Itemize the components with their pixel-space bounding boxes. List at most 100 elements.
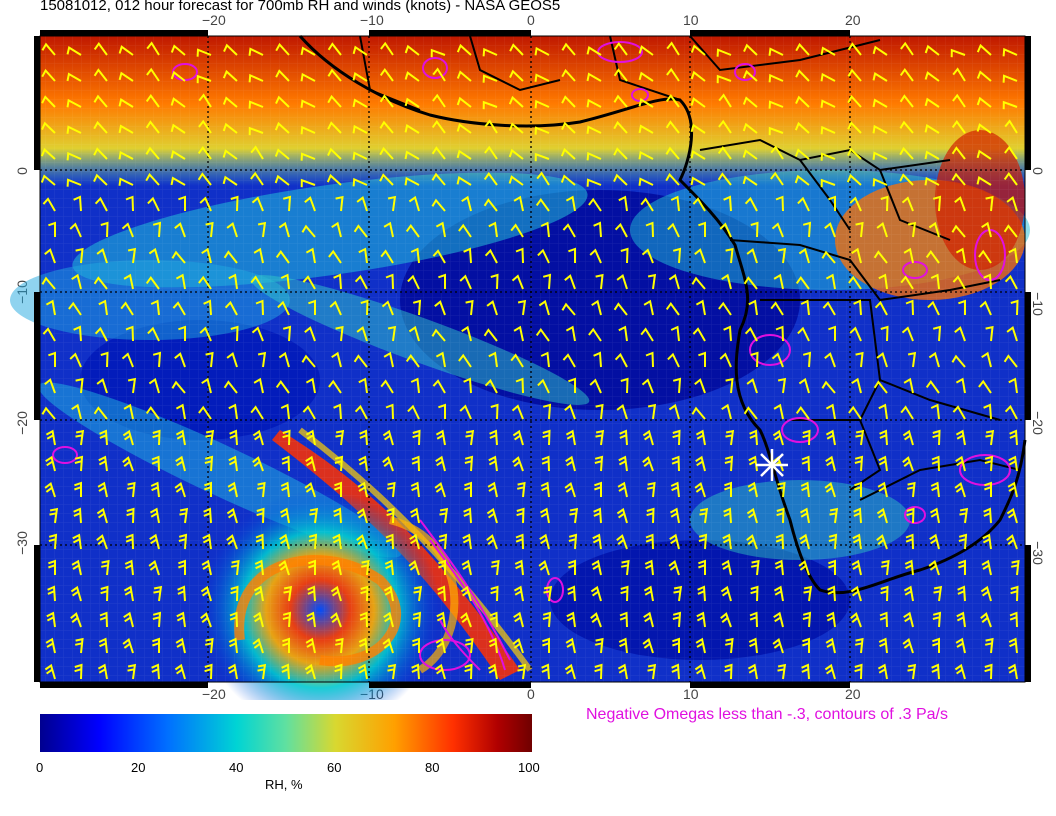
- wind-barb: [638, 45, 654, 56]
- wind-barb: [872, 45, 888, 56]
- wind-barb: [222, 175, 238, 186]
- wind-barb: [204, 663, 213, 680]
- wind-barb: [927, 300, 940, 316]
- wind-barb: [458, 353, 472, 368]
- wind-barb: [304, 663, 316, 680]
- wind-barb: [742, 122, 758, 134]
- wind-barb: [690, 176, 706, 186]
- wind-barb: [593, 221, 602, 238]
- wind-barb: [41, 95, 56, 108]
- wind-barb: [511, 404, 524, 420]
- wind-barb: [905, 533, 914, 550]
- wind-barb: [431, 198, 446, 212]
- wind-barb: [204, 481, 212, 497]
- wind-barb: [773, 585, 784, 602]
- wind-barb: [697, 585, 706, 602]
- wind-barb: [120, 301, 134, 316]
- wind-barb: [878, 403, 888, 420]
- wind-barb: [586, 151, 602, 161]
- wind-barb: [197, 172, 212, 186]
- wind-barb: [771, 222, 784, 238]
- wind-barb: [538, 299, 550, 316]
- wind-barb: [560, 147, 576, 160]
- wind-barb: [847, 121, 862, 134]
- wind-barb: [535, 327, 550, 342]
- wind-barb: [641, 248, 654, 264]
- wind-barb: [98, 455, 108, 472]
- wind-barb: [253, 585, 264, 602]
- wind-barb: [542, 403, 552, 420]
- wind-barb: [795, 95, 810, 108]
- wind-barb: [825, 637, 836, 654]
- wind-barb: [723, 325, 732, 342]
- wind-barb: [379, 94, 394, 108]
- wind-barb: [802, 611, 812, 628]
- wind-barb: [560, 174, 576, 186]
- wind-barb: [407, 274, 420, 290]
- wind-barb: [822, 301, 836, 316]
- wind-barb: [511, 274, 524, 290]
- wind-barb: [872, 98, 888, 108]
- wind-barb: [798, 247, 810, 264]
- wind-barb: [74, 481, 82, 497]
- wind-barb: [854, 455, 864, 472]
- wind-barb: [488, 637, 498, 654]
- wind-barb: [179, 507, 189, 524]
- wind-barb: [902, 638, 914, 654]
- lon-tick-top: 20: [845, 12, 861, 28]
- wind-barb: [590, 612, 602, 628]
- wind-barb: [334, 481, 342, 497]
- wind-barb: [411, 455, 420, 472]
- wind-barb: [465, 299, 474, 316]
- wind-barb: [928, 221, 940, 238]
- wind-barb: [508, 95, 524, 108]
- wind-barb: [876, 534, 888, 550]
- wind-barb: [70, 612, 82, 628]
- wind-barb: [44, 248, 56, 264]
- wind-barb: [283, 585, 293, 602]
- wind-barb: [306, 611, 316, 628]
- wind-barb: [873, 380, 888, 394]
- wind-barb: [196, 48, 212, 57]
- wind-barb: [899, 120, 914, 134]
- wind-barb: [301, 354, 316, 368]
- wind-barb: [205, 429, 215, 446]
- wind-barb: [227, 481, 238, 498]
- wind-barb: [586, 72, 602, 82]
- wind-barb: [980, 612, 992, 628]
- wind-barb: [484, 248, 498, 264]
- wind-barb: [96, 507, 108, 524]
- wind-barb: [876, 222, 888, 238]
- wind-barb: [383, 351, 394, 368]
- wind-barb: [278, 221, 290, 238]
- wind-barb: [356, 534, 368, 550]
- wind-barb: [93, 94, 108, 108]
- wind-barb: [772, 638, 784, 654]
- wind-barb: [902, 429, 914, 446]
- wind-barb: [543, 585, 553, 602]
- wind-barb: [197, 145, 212, 160]
- wind-barb: [482, 100, 498, 110]
- wind-barb: [539, 533, 550, 550]
- lon-tick-bottom: 20: [845, 686, 861, 702]
- wind-barb: [564, 482, 576, 498]
- wind-barb: [613, 68, 628, 82]
- wind-barb: [795, 69, 810, 82]
- wind-barb: [646, 507, 655, 524]
- wind-barb: [542, 273, 552, 290]
- wind-barb: [824, 222, 836, 238]
- wind-barb: [568, 247, 576, 263]
- wind-barb: [118, 177, 134, 186]
- wind-barb: [280, 481, 290, 498]
- wind-barb: [356, 507, 368, 524]
- wind-barb: [359, 429, 368, 446]
- wind-barb: [825, 273, 836, 290]
- wind-barb: [513, 585, 524, 602]
- wind-barb: [561, 42, 576, 56]
- wind-barb: [66, 46, 82, 56]
- wind-barb: [99, 429, 108, 446]
- wind-barb: [541, 455, 550, 472]
- wind-barb: [66, 151, 82, 161]
- wind-barb: [742, 175, 758, 186]
- wind-barb: [985, 429, 995, 446]
